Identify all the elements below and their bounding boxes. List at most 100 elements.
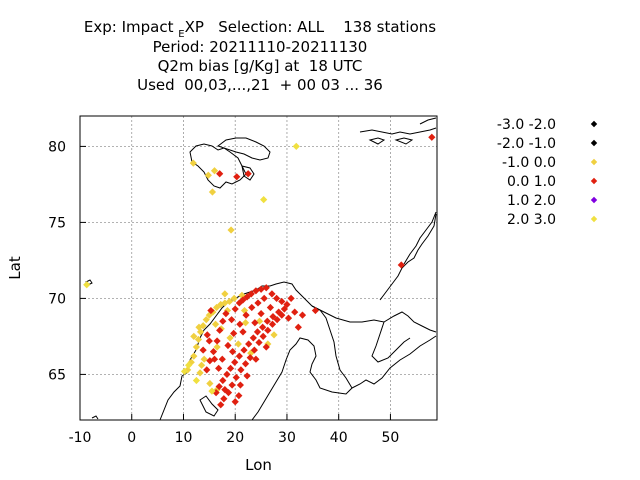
legend-label: 0.0 1.0 <box>507 174 556 190</box>
data-point <box>196 328 205 336</box>
data-point <box>260 196 268 204</box>
data-point <box>227 226 235 234</box>
chart-title-line2: Period: 20211110-20211130 <box>152 38 368 56</box>
data-point <box>260 294 268 302</box>
data-point <box>219 376 227 385</box>
x-tick-label: 0 <box>127 430 136 446</box>
data-point <box>209 348 218 356</box>
y-tick-label: 75 <box>48 215 66 231</box>
data-point <box>255 338 263 347</box>
data-point <box>257 310 265 318</box>
data-point <box>397 261 405 269</box>
data-point <box>278 311 286 319</box>
data-point <box>242 311 250 319</box>
data-point <box>192 343 201 351</box>
data-point <box>199 346 207 354</box>
data-point <box>185 361 193 369</box>
data-point <box>250 346 258 354</box>
title-prefix: Exp: Impact <box>83 18 174 36</box>
data-point <box>292 142 300 150</box>
legend-marker <box>590 196 598 204</box>
data-point <box>218 355 226 363</box>
data-point <box>231 398 239 406</box>
legend-marker <box>590 139 598 147</box>
x-tick-label: 10 <box>175 430 193 446</box>
data-point <box>259 332 267 340</box>
data-point <box>298 311 307 319</box>
data-point <box>200 355 208 363</box>
x-tick-label: -10 <box>69 430 92 446</box>
data-point <box>220 395 228 403</box>
data-point <box>268 320 277 328</box>
data-point <box>236 320 244 328</box>
data-point <box>202 316 210 324</box>
data-point <box>294 323 302 331</box>
legend-marker <box>590 215 598 223</box>
data-point <box>180 367 189 375</box>
data-point <box>228 381 236 389</box>
data-point <box>287 294 295 302</box>
y-tick-label: 70 <box>48 291 66 307</box>
data-point <box>224 341 232 350</box>
data-point <box>206 357 214 365</box>
data-point <box>197 361 206 369</box>
data-point <box>238 291 246 299</box>
y-tick-label: 65 <box>48 367 66 383</box>
data-point <box>311 306 320 315</box>
data-point <box>241 360 250 368</box>
data-point <box>278 297 286 306</box>
data-point <box>216 170 224 178</box>
title-subscript: E <box>178 29 185 40</box>
legend-label: 2.0 3.0 <box>507 212 556 228</box>
data-point <box>221 386 229 394</box>
data-point <box>206 379 214 388</box>
data-point <box>211 320 220 328</box>
data-points <box>83 133 436 409</box>
data-point <box>210 167 219 175</box>
data-point <box>230 294 238 302</box>
data-point <box>234 340 242 348</box>
data-point <box>219 317 227 325</box>
data-point <box>213 343 221 351</box>
data-point <box>239 328 247 336</box>
data-point <box>236 381 244 389</box>
data-point <box>215 364 223 372</box>
chart-title-line1: Exp: Impact EXP Selection: ALL 138 stati… <box>0 18 520 44</box>
data-point <box>233 173 241 181</box>
plot-frame <box>79 115 438 421</box>
data-point <box>248 303 256 312</box>
data-point <box>224 389 233 397</box>
y-axis-label: Lat <box>6 256 24 280</box>
data-point <box>275 308 283 316</box>
data-point <box>192 376 201 385</box>
data-point <box>231 358 239 366</box>
data-point <box>221 290 229 298</box>
data-point <box>232 373 240 382</box>
data-point <box>195 323 203 331</box>
data-point <box>264 326 272 334</box>
data-point <box>225 297 234 306</box>
data-point <box>217 300 225 309</box>
data-point <box>229 348 237 356</box>
data-point <box>268 290 276 298</box>
data-point <box>254 299 262 307</box>
data-point <box>428 133 436 141</box>
data-point <box>217 401 225 409</box>
title-rest: XP Selection: ALL 138 stations <box>184 18 437 36</box>
data-point <box>196 369 204 377</box>
data-point <box>235 352 243 360</box>
data-point <box>263 317 271 325</box>
data-point <box>203 366 211 374</box>
legend: -3.0 -2.0 -2.0 -1.0 -1.0 0.0 0.0 1.0 1.0 2.0… <box>497 117 598 228</box>
chart-title-line4: Used 00,03,...,21 + 00 03 ... 36 <box>137 76 383 94</box>
data-point <box>216 326 224 334</box>
data-point <box>189 159 197 167</box>
data-point <box>252 355 260 363</box>
legend-label: -2.0 -1.0 <box>497 136 556 152</box>
data-point <box>235 299 243 307</box>
legend-label: -1.0 0.0 <box>502 155 556 171</box>
data-point <box>259 323 267 331</box>
x-axis-ticks: -10 0 10 20 30 40 50 <box>69 414 399 446</box>
data-point <box>235 392 243 400</box>
